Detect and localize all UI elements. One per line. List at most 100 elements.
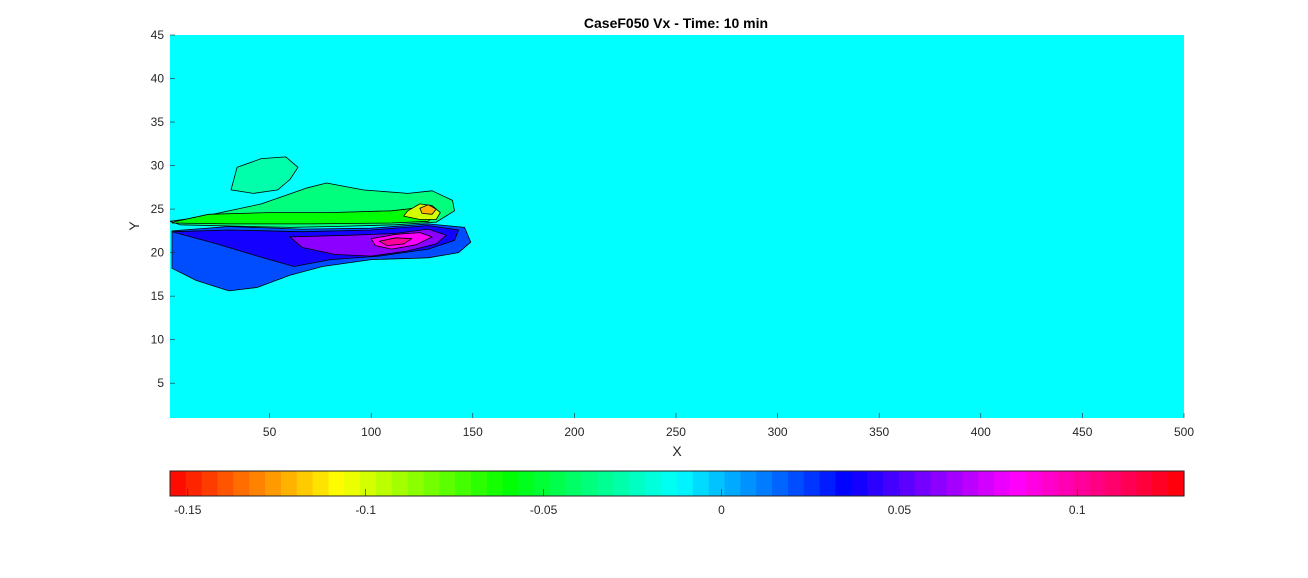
colorbar-cell xyxy=(296,471,314,496)
colorbar-cell xyxy=(882,471,900,496)
x-tick-label: 350 xyxy=(869,425,889,439)
colorbar-cell xyxy=(1009,471,1027,496)
colorbar-cell xyxy=(1057,471,1074,496)
colorbar-cell xyxy=(1088,471,1106,496)
colorbar-cell xyxy=(661,471,678,496)
colorbar-cell xyxy=(550,471,567,496)
y-axis: 5 10 15 20 25 30 35 40 45 xyxy=(151,28,175,390)
colorbar-cell xyxy=(787,471,805,496)
colorbar-cell xyxy=(407,471,425,496)
colorbar-tick-label: 0.05 xyxy=(888,503,912,517)
y-tick-label: 30 xyxy=(151,159,165,173)
x-tick-label: 450 xyxy=(1072,425,1092,439)
colorbar-cell xyxy=(455,471,472,496)
colorbar-cell xyxy=(344,471,361,496)
colorbar-cell xyxy=(1168,471,1185,496)
colorbar-cell xyxy=(645,471,662,496)
colorbar-cell xyxy=(249,471,266,496)
colorbar-cell xyxy=(867,471,884,496)
colorbar-cell xyxy=(534,471,551,496)
colorbar-cell xyxy=(1104,471,1122,496)
colorbar-cell xyxy=(946,471,963,496)
y-tick-label: 20 xyxy=(151,246,165,260)
colorbar-cell xyxy=(708,471,726,496)
colorbar-cells xyxy=(170,471,1185,496)
colorbar-cell xyxy=(217,471,234,496)
colorbar-cell xyxy=(185,471,203,496)
y-axis-label: Y xyxy=(126,221,142,231)
colorbar-cell xyxy=(597,471,615,496)
colorbar-cell xyxy=(930,471,947,496)
colorbar-tick-label: -0.05 xyxy=(530,503,558,517)
colorbar-cell xyxy=(978,471,995,496)
colorbar-cell xyxy=(391,471,409,496)
colorbar-cell xyxy=(740,471,757,496)
colorbar-tick-label: -0.1 xyxy=(355,503,376,517)
colorbar-cell xyxy=(502,471,520,496)
x-tick-label: 300 xyxy=(768,425,788,439)
x-tick-label: 500 xyxy=(1174,425,1194,439)
y-tick-label: 25 xyxy=(151,202,165,216)
contour-regions xyxy=(170,156,472,292)
colorbar-cell xyxy=(566,471,583,496)
colorbar-cell xyxy=(486,471,504,496)
colorbar: -0.15 -0.1 -0.05 0 0.05 0.1 xyxy=(169,470,1185,517)
colorbar-cell xyxy=(898,471,916,496)
colorbar-cell xyxy=(756,471,773,496)
colorbar-cell xyxy=(170,471,187,496)
colorbar-tick-label: -0.15 xyxy=(174,503,202,517)
colorbar-cell xyxy=(851,471,868,496)
colorbar-cell xyxy=(1025,471,1042,496)
colorbar-cell xyxy=(724,471,741,496)
contour-region-upper-lobe xyxy=(230,156,299,194)
colorbar-cell xyxy=(1073,471,1090,496)
y-tick-label: 5 xyxy=(157,376,164,390)
x-tick-label: 150 xyxy=(463,425,483,439)
x-tick-label: 200 xyxy=(564,425,584,439)
x-axis: 50 100 150 200 250 300 350 400 450 500 xyxy=(263,413,1194,439)
colorbar-cell xyxy=(803,471,821,496)
colorbar-cell xyxy=(677,471,694,496)
colorbar-cell xyxy=(312,471,330,496)
colorbar-cell xyxy=(328,471,345,496)
colorbar-cell xyxy=(518,471,535,496)
colorbar-cell xyxy=(360,471,377,496)
colorbar-cell xyxy=(201,471,219,496)
contour-field xyxy=(170,156,472,292)
colorbar-cell xyxy=(439,471,456,496)
colorbar-cell xyxy=(772,471,789,496)
colorbar-cell xyxy=(1041,471,1058,496)
y-tick-label: 35 xyxy=(151,115,165,129)
colorbar-cell xyxy=(692,471,710,496)
colorbar-cell xyxy=(233,471,250,496)
colorbar-cell xyxy=(993,471,1011,496)
x-tick-label: 250 xyxy=(666,425,686,439)
colorbar-cell xyxy=(471,471,488,496)
colorbar-cell xyxy=(265,471,282,496)
colorbar-ticks: -0.15 -0.1 -0.05 0 0.05 0.1 xyxy=(174,489,1086,517)
colorbar-cell xyxy=(819,471,837,496)
colorbar-cell xyxy=(613,471,631,496)
colorbar-cell xyxy=(423,471,440,496)
y-tick-label: 45 xyxy=(151,28,165,42)
y-tick-label: 15 xyxy=(151,289,165,303)
x-tick-label: 400 xyxy=(971,425,991,439)
colorbar-cell xyxy=(1152,471,1169,496)
contour-region-lower-peak xyxy=(378,237,413,247)
colorbar-cell xyxy=(1136,471,1153,496)
colorbar-cell xyxy=(280,471,298,496)
colorbar-cell xyxy=(375,471,393,496)
colorbar-tick-label: 0 xyxy=(718,503,725,517)
x-axis-label: X xyxy=(672,443,682,459)
colorbar-cell xyxy=(629,471,646,496)
colorbar-tick-label: 0.1 xyxy=(1069,503,1086,517)
chart-title: CaseF050 Vx - Time: 10 min xyxy=(584,15,768,31)
x-tick-label: 50 xyxy=(263,425,277,439)
colorbar-border xyxy=(169,470,1185,497)
colorbar-cell xyxy=(914,471,932,496)
colorbar-cell xyxy=(581,471,599,496)
y-tick-label: 10 xyxy=(151,333,165,347)
x-tick-label: 100 xyxy=(361,425,381,439)
plot-area xyxy=(170,35,1184,418)
